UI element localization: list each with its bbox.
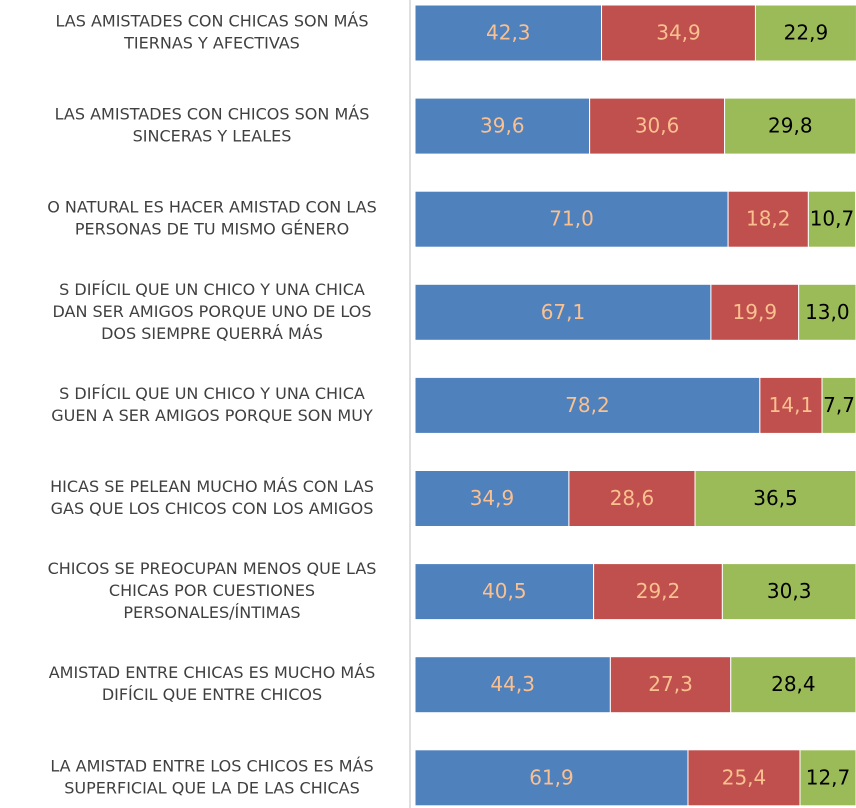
bar-segment: [414, 563, 595, 621]
bar-segment: [414, 283, 712, 341]
value-label: 27,3: [648, 672, 693, 696]
value-label: 25,4: [722, 765, 767, 789]
category-label: TIERNAS Y AFECTIVAS: [123, 34, 300, 53]
value-label: 36,5: [753, 486, 798, 510]
value-label: 19,9: [733, 300, 778, 324]
category-label: S DIFÍCIL QUE UN CHICO Y UNA CHICA: [59, 280, 365, 299]
category-label: HICAS SE PELEAN MUCHO MÁS CON LAS: [50, 477, 374, 496]
category-label: DAN SER AMIGOS PORQUE UNO DE LOS: [52, 302, 371, 321]
bar-segment: [724, 97, 856, 155]
value-label: 18,2: [746, 207, 791, 231]
bar-segment: [754, 4, 856, 62]
category-label: GAS QUE LOS CHICOS CON LOS AMIGOS: [51, 499, 374, 518]
category-label: LA AMISTAD ENTRE LOS CHICOS ES MÁS: [50, 756, 373, 775]
value-label: 10,7: [810, 207, 855, 231]
category-label: S DIFÍCIL QUE UN CHICO Y UNA CHICA: [59, 384, 365, 403]
value-label: 78,2: [565, 393, 610, 417]
bar-segment: [414, 470, 570, 527]
value-label: 39,6: [480, 114, 525, 138]
bar-segment: [568, 470, 696, 527]
bar-segment: [414, 97, 591, 155]
value-label: 67,1: [541, 300, 586, 324]
category-label: LAS AMISTADES CON CHICAS SON MÁS: [55, 12, 368, 31]
category-label: AMISTAD ENTRE CHICAS ES MUCHO MÁS: [49, 663, 376, 682]
bar-segment: [821, 376, 856, 434]
value-label: 12,7: [806, 765, 851, 789]
category-label: O NATURAL ES HACER AMISTAD CON LAS: [47, 198, 377, 217]
bar-segment: [414, 749, 689, 807]
category-label: DOS SIEMPRE QUERRÁ MÁS: [101, 324, 323, 343]
bar-segment: [601, 4, 756, 62]
value-label: 22,9: [784, 21, 829, 45]
bar-segment: [414, 4, 603, 62]
value-label: 28,4: [771, 672, 816, 696]
category-label: SUPERFICIAL QUE LA DE LAS CHICAS: [64, 778, 360, 797]
value-label: 40,5: [482, 579, 527, 603]
value-label: 29,8: [768, 114, 813, 138]
bar-segment: [694, 470, 856, 527]
category-label: PERSONAS DE TU MISMO GÉNERO: [75, 220, 349, 239]
bar-segment: [727, 190, 809, 248]
bar-segment: [798, 283, 856, 341]
value-label: 29,2: [636, 579, 681, 603]
value-label: 44,3: [490, 672, 535, 696]
bar-segment: [414, 190, 729, 248]
category-label: PERSONALES/ÍNTIMAS: [123, 603, 300, 622]
value-label: 30,6: [635, 114, 680, 138]
category-label: CHICOS SE PREOCUPAN MENOS QUE LAS: [48, 559, 377, 578]
value-label: 30,3: [767, 579, 812, 603]
bar-segment: [721, 563, 856, 621]
category-label: SINCERAS Y LEALES: [133, 127, 292, 146]
category-label: CHICAS POR CUESTIONES: [109, 581, 315, 600]
bar-segment: [609, 656, 732, 714]
value-label: 61,9: [529, 765, 574, 789]
bar-segment: [799, 749, 856, 807]
category-label: DIFÍCIL QUE ENTRE CHICOS: [102, 685, 322, 704]
value-label: 34,9: [656, 21, 701, 45]
value-label: 42,3: [486, 21, 531, 45]
bar-segment: [759, 376, 823, 434]
bar-segment: [414, 656, 611, 714]
category-label: LAS AMISTADES CON CHICOS SON MÁS: [55, 105, 370, 124]
value-label: 13,0: [805, 300, 850, 324]
bar-segment: [589, 97, 726, 155]
category-label: GUEN A SER AMIGOS PORQUE SON MUY: [51, 406, 373, 425]
value-label: 71,0: [549, 207, 594, 231]
value-label: 7,7: [823, 393, 855, 417]
value-label: 14,1: [769, 393, 814, 417]
value-label: 34,9: [470, 486, 515, 510]
value-label: 28,6: [610, 486, 655, 510]
bar-segment: [593, 563, 723, 621]
